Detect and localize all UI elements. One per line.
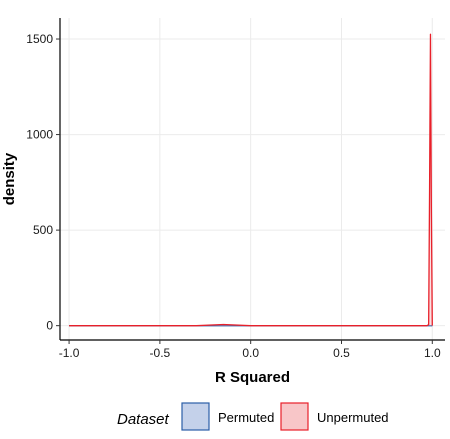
- x-axis-ticks: -1.0 -0.5 0.0 0.5 1.0: [59, 340, 441, 360]
- y-tick-label: 0: [46, 319, 53, 333]
- legend-title: Dataset: [117, 411, 170, 428]
- y-axis-title: density: [1, 152, 18, 205]
- legend-label-unpermuted: Unpermuted: [317, 410, 389, 425]
- x-tick-label: 1.0: [424, 346, 441, 360]
- x-tick-label: -1.0: [59, 346, 80, 360]
- x-tick-label: 0.5: [333, 346, 350, 360]
- y-tick-label: 1000: [26, 128, 53, 142]
- x-tick-label: -0.5: [150, 346, 171, 360]
- y-tick-label: 1500: [26, 32, 53, 46]
- legend-key-permuted: [181, 402, 210, 431]
- y-axis-ticks: 0 500 1000 1500: [26, 32, 60, 333]
- x-tick-label: 0.0: [242, 346, 259, 360]
- legend: Dataset Permuted Unpermuted: [117, 402, 389, 431]
- series-layer: [69, 33, 433, 327]
- x-axis-title: R Squared: [215, 369, 290, 386]
- y-tick-label: 500: [33, 223, 53, 237]
- density-line-unpermuted: [69, 33, 433, 327]
- legend-label-permuted: Permuted: [218, 410, 274, 425]
- legend-key-unpermuted: [280, 402, 309, 431]
